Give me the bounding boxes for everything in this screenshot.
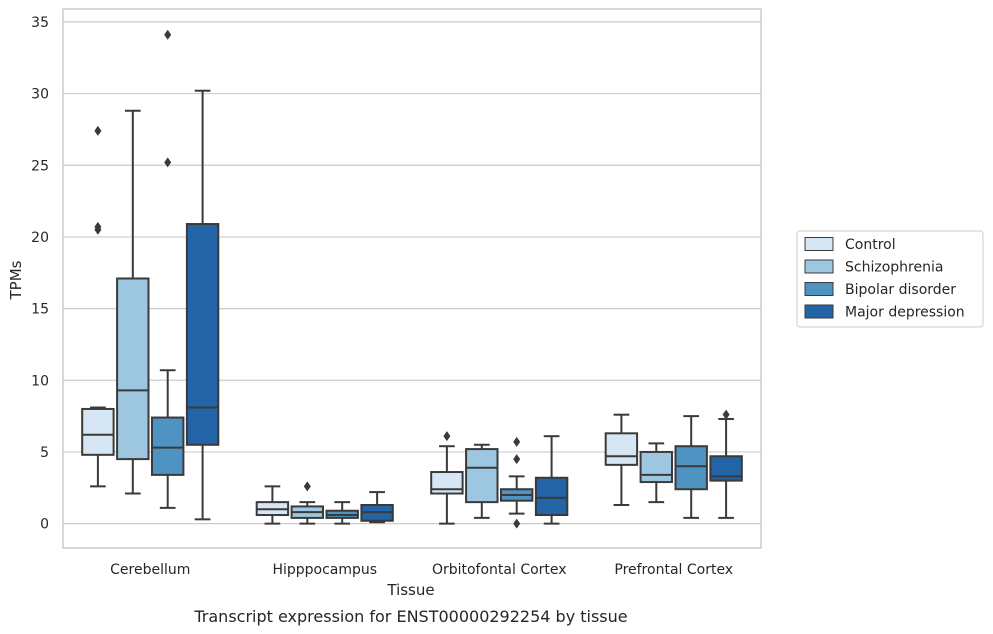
box-iqr xyxy=(639,450,674,484)
box-iqr xyxy=(534,476,569,517)
boxes xyxy=(81,29,743,529)
outlier-0 xyxy=(513,436,521,447)
chart-caption: Transcript expression for ENST0000029225… xyxy=(193,607,627,626)
legend-label-1: Schizophrenia xyxy=(845,260,943,276)
legend-frame xyxy=(796,230,984,328)
box-iqr xyxy=(150,416,185,476)
legend-swatch-0 xyxy=(804,237,834,251)
x-tick-label-0: Cerebellum xyxy=(110,562,190,578)
legend-label-0: Control xyxy=(845,237,896,253)
x-tick-label-3: Prefrontal Cortex xyxy=(614,562,733,578)
y-tick-label-35: 35 xyxy=(31,15,49,31)
x-tick-label-1: Hipppocampus xyxy=(272,562,377,578)
legend-swatch-3 xyxy=(804,304,834,319)
box-1-0 xyxy=(255,485,290,525)
y-tick-label-25: 25 xyxy=(31,158,49,174)
y-tick-label-30: 30 xyxy=(31,87,49,103)
box-0-0 xyxy=(81,125,115,488)
box-2-2 xyxy=(499,436,534,529)
outlier-0 xyxy=(443,431,451,442)
box-iqr xyxy=(604,432,639,466)
legend-label-2: Bipolar disorder xyxy=(845,282,956,298)
y-tick-label-5: 5 xyxy=(40,445,49,461)
y-tick-label-0: 0 xyxy=(40,517,49,533)
box-2-3 xyxy=(534,435,569,525)
y-tick-label-15: 15 xyxy=(31,302,49,318)
x-axis-label: Tissue xyxy=(386,581,434,599)
legend-label-3: Major depression xyxy=(845,305,965,321)
box-3-1 xyxy=(639,442,674,504)
box-2-1 xyxy=(465,443,499,519)
outlier-0 xyxy=(722,409,730,420)
outlier-0 xyxy=(164,29,172,40)
box-3-2 xyxy=(674,415,708,519)
box-1-3 xyxy=(360,491,394,524)
outlier-1 xyxy=(164,157,172,168)
outlier-2 xyxy=(94,224,102,235)
box-1-1 xyxy=(290,481,325,525)
box-iqr xyxy=(674,445,708,491)
box-iqr xyxy=(185,223,220,446)
y-tick-label-10: 10 xyxy=(31,373,49,389)
box-iqr xyxy=(116,277,150,461)
box-3-0 xyxy=(604,413,639,506)
plot-frame xyxy=(62,8,762,549)
y-tick-label-20: 20 xyxy=(31,230,49,246)
y-tick-labels: 0 5 10 15 20 25 30 35 xyxy=(31,15,49,533)
box-0-2 xyxy=(150,29,185,509)
box-3-3 xyxy=(709,409,743,519)
box-2-0 xyxy=(430,431,464,525)
x-tick-label-2: Orbitofontal Cortex xyxy=(432,562,567,578)
outlier-0 xyxy=(303,481,311,492)
outlier-2 xyxy=(513,518,521,529)
box-iqr xyxy=(430,471,464,495)
legend: Control Schizophrenia Bipolar disorder Majo… xyxy=(796,230,984,328)
legend-swatch-2 xyxy=(804,282,834,296)
outlier-1 xyxy=(513,454,521,465)
box-0-1 xyxy=(116,109,150,495)
outlier-0 xyxy=(94,125,102,136)
x-tick-labels: Cerebellum Hipppocampus Orbitofontal Corte… xyxy=(110,562,733,578)
legend-swatch-1 xyxy=(804,259,834,274)
box-iqr xyxy=(465,448,499,504)
box-iqr xyxy=(81,407,115,456)
box-1-2 xyxy=(325,501,359,525)
y-axis-label: TPMs xyxy=(7,260,25,300)
box-0-3 xyxy=(185,89,220,521)
